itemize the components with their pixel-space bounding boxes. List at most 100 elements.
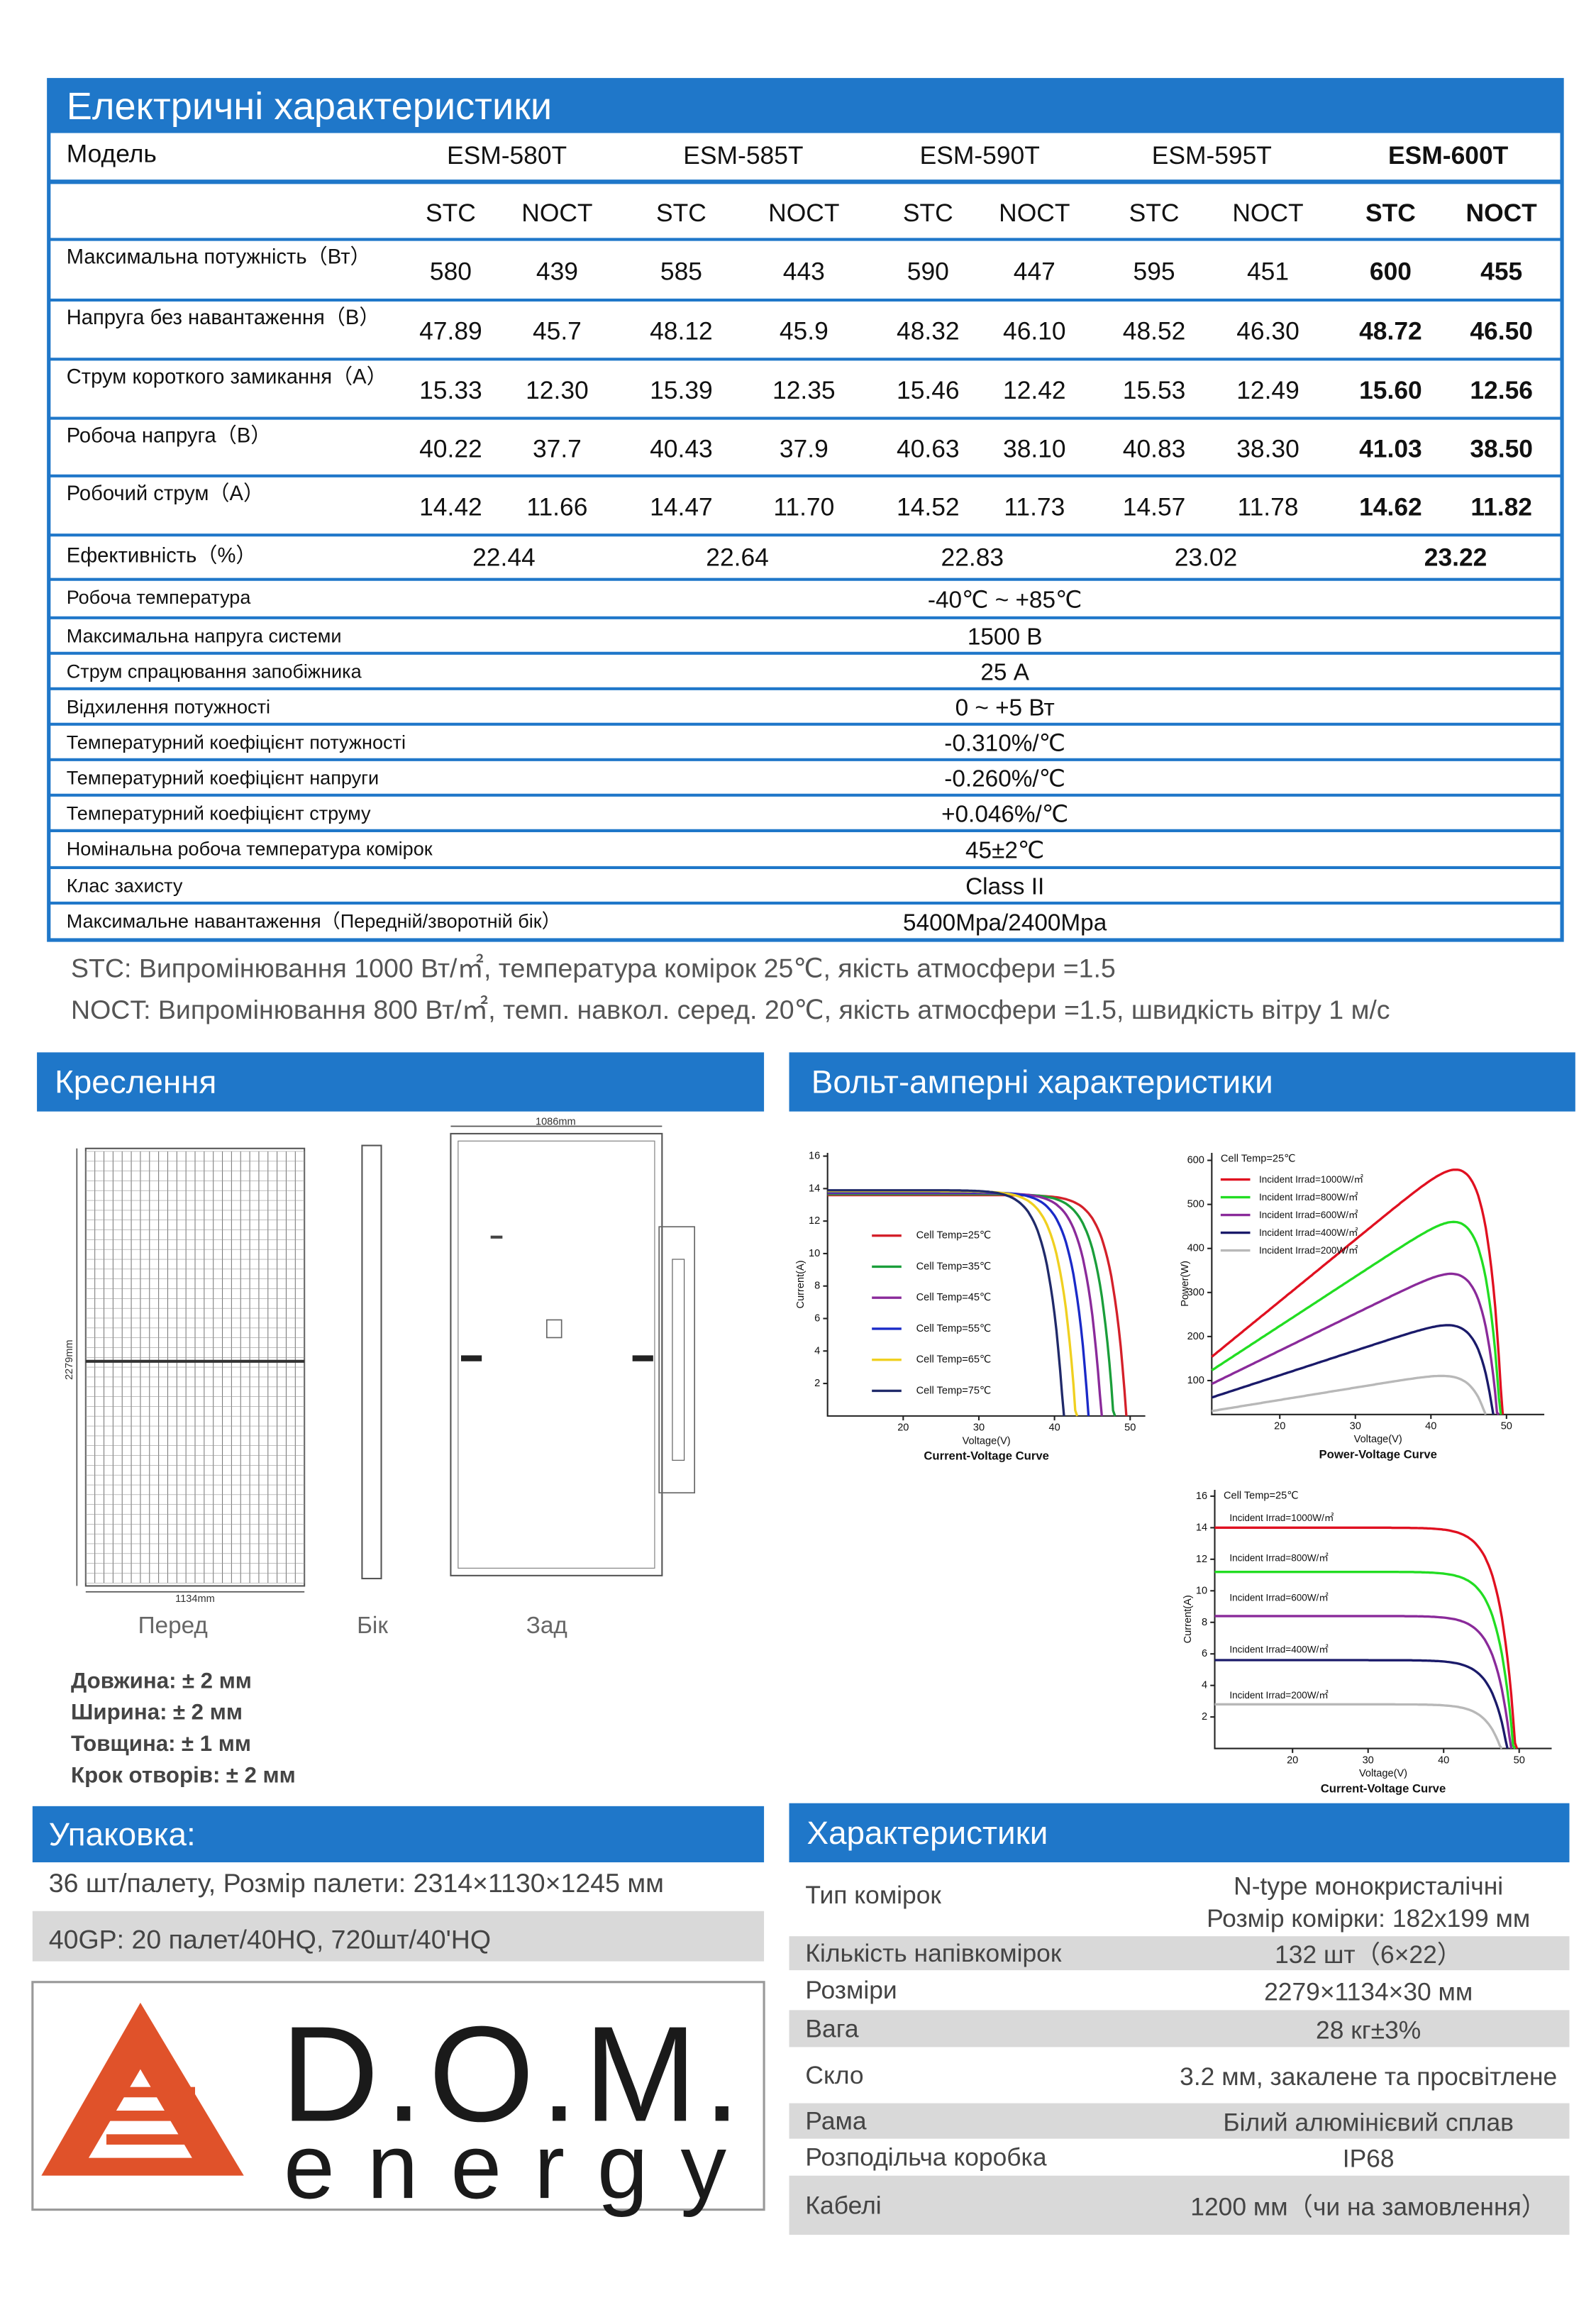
condition-label: STC — [656, 199, 706, 227]
section-title: Упаковка: — [49, 1816, 196, 1852]
cell-value: 451 — [1247, 257, 1289, 285]
curve-label: Incident Irrad=400W/㎡ — [1229, 1645, 1329, 1655]
cell-value: 12.35 — [772, 376, 836, 404]
tick-label: 200 — [1187, 1331, 1204, 1342]
section-title: Креслення — [55, 1064, 216, 1100]
cell-value: 0 ~ +5 Вт — [955, 695, 1055, 721]
chart-title: Current-Voltage Curve — [924, 1449, 1048, 1463]
cell-value: 46.30 — [1236, 317, 1299, 346]
tolerance-label: Крок отворів: — [71, 1762, 220, 1787]
view-caption: Зад — [526, 1613, 567, 1639]
cell-value: 15.53 — [1123, 376, 1186, 404]
cell-value: 45±2℃ — [965, 837, 1044, 863]
cell-value: 14.62 — [1359, 493, 1422, 521]
cell-value: 40.22 — [419, 434, 482, 463]
logo-name: D.O.M. — [281, 1997, 747, 2150]
cell-value: 15.46 — [897, 376, 960, 404]
tick-label: 30 — [1363, 1754, 1374, 1766]
table-title-bar — [48, 79, 1563, 133]
char-label: Розподільча коробка — [805, 2143, 1046, 2172]
row-shade — [789, 2175, 1570, 2235]
cell-value: 12.30 — [526, 376, 589, 404]
tick-label: 14 — [1196, 1522, 1207, 1533]
cell-value: 580 — [430, 257, 472, 285]
cell-value: 15.60 — [1359, 376, 1422, 404]
legend-label: Cell Temp=45℃ — [916, 1292, 992, 1303]
curve-label: Incident Irrad=600W/㎡ — [1229, 1593, 1329, 1603]
tick-label: 40 — [1438, 1754, 1449, 1766]
cell-value: 12.56 — [1470, 376, 1533, 404]
char-value: IP68 — [1343, 2145, 1395, 2173]
legend-label: Cell Temp=55℃ — [916, 1323, 992, 1334]
cell-value: 590 — [907, 257, 949, 285]
row-label: Температурний коефіцієнт напруги — [67, 766, 379, 788]
tolerance-label: Товщина: — [71, 1731, 176, 1756]
frame-detail — [672, 1259, 685, 1461]
tick-label: 14 — [809, 1183, 820, 1194]
curve — [1211, 1324, 1495, 1415]
model-name: ESM-580T — [447, 141, 567, 170]
row-shade — [789, 1936, 1570, 1971]
cell-value: 15.39 — [650, 376, 713, 404]
tolerance-value: ± 2 мм — [182, 1668, 252, 1693]
packaging-line: 36 шт/палету, Розмір палети: 2314×1130×1… — [49, 1868, 664, 1898]
row-label: Робоча температура — [67, 586, 252, 608]
panel-side — [361, 1144, 382, 1580]
logo-stripe — [106, 2134, 195, 2145]
tick-label: 4 — [1202, 1680, 1207, 1691]
note: NOCT: Випромінювання 800 Вт/㎡, темп. нав… — [71, 995, 1390, 1024]
legend-label: Incident Irrad=1000W/㎡ — [1259, 1174, 1364, 1185]
section-bar — [32, 1806, 765, 1863]
curve — [1211, 1220, 1502, 1415]
view-caption: Перед — [138, 1613, 208, 1639]
row-shade — [32, 1911, 765, 1962]
model-name: ESM-590T — [920, 141, 1040, 170]
tick-label: 500 — [1187, 1199, 1204, 1210]
cell-value: -40℃ ~ +85℃ — [928, 587, 1082, 613]
chart-title: Power-Voltage Curve — [1319, 1448, 1437, 1461]
tick-label: 2 — [1202, 1711, 1207, 1723]
cell-value: 25 А — [980, 659, 1029, 685]
axis-label: Current(A) — [1182, 1595, 1194, 1643]
row-label: Напруга без навантаження（В） — [67, 306, 380, 329]
char-value: 28 кг±3% — [1316, 2016, 1421, 2044]
panel-back-inner — [458, 1140, 655, 1569]
condition-label: STC — [1129, 199, 1180, 227]
row-label: Максимальне навантаження（Передній/зворот… — [67, 910, 561, 932]
tick-label: 50 — [1501, 1420, 1512, 1432]
curve — [1211, 1168, 1504, 1415]
curve — [1214, 1659, 1509, 1749]
row-label: Температурний коефіцієнт струму — [67, 802, 371, 824]
view-caption: Бік — [357, 1613, 388, 1639]
cell-value: 443 — [783, 257, 825, 285]
legend-label: Incident Irrad=800W/㎡ — [1259, 1192, 1358, 1203]
row-label: Струм короткого замикання（А） — [67, 365, 387, 388]
axis-label: Voltage(V) — [1359, 1768, 1407, 1779]
dimension: 1134mm — [175, 1593, 215, 1605]
tick-label: 20 — [1287, 1754, 1298, 1766]
curve-label: Incident Irrad=1000W/㎡ — [1229, 1513, 1334, 1523]
cell-value: 46.10 — [1003, 317, 1066, 346]
cell-value: 11.78 — [1238, 493, 1299, 521]
curve — [1211, 1272, 1500, 1415]
tick-label: 20 — [897, 1422, 909, 1434]
logo-box — [31, 1981, 765, 2211]
section-title: Вольт-амперні характеристики — [811, 1064, 1273, 1100]
char-value: 2279×1134×30 мм — [1264, 1977, 1473, 2006]
tick-label: 400 — [1187, 1243, 1204, 1254]
tick-label: 16 — [809, 1151, 820, 1162]
tolerance-value: ± 2 мм — [173, 1700, 243, 1725]
cell-value: 23.22 — [1424, 543, 1487, 571]
condition-label: STC — [903, 199, 953, 227]
section-bar — [789, 1803, 1570, 1863]
tolerance-value: ± 2 мм — [226, 1762, 296, 1787]
cell-value: 22.64 — [706, 543, 769, 571]
table-title: Електричні характеристики — [67, 85, 552, 128]
legend-label: Incident Irrad=600W/㎡ — [1259, 1210, 1358, 1220]
junction-box — [546, 1319, 563, 1339]
tick-label: 10 — [809, 1248, 820, 1259]
tick-label: 10 — [1196, 1585, 1207, 1596]
row-label: Відхилення потужності — [67, 695, 270, 717]
char-value: N-type монокристалічні — [1234, 1872, 1503, 1900]
tick-label: 50 — [1124, 1422, 1136, 1434]
